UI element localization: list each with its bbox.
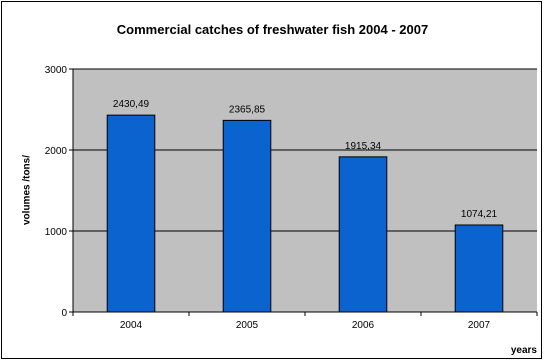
x-axis-label: years xyxy=(510,345,537,356)
x-tick-label: 2004 xyxy=(120,320,143,331)
plot-area: 0 1000 2000 3000 2430,49 2004 2365,85 2005 1915,… xyxy=(45,65,538,331)
bar xyxy=(454,224,504,313)
bar-value-label: 1074,21 xyxy=(461,209,498,220)
y-tick-label: 1000 xyxy=(45,227,68,238)
y-tick-label: 3000 xyxy=(45,65,68,76)
x-tick-label: 2007 xyxy=(468,320,491,331)
bar-value-label: 2430,49 xyxy=(113,99,150,110)
bar xyxy=(106,114,156,313)
x-tick-label: 2006 xyxy=(352,320,375,331)
bar-value-label: 2365,85 xyxy=(229,104,266,115)
y-tick-label: 2000 xyxy=(45,146,68,157)
bar-value-label: 1915,34 xyxy=(345,141,382,152)
y-tick-label: 0 xyxy=(61,308,67,319)
y-axis-label: volumes /tons/ xyxy=(21,154,33,226)
chart-title: Commercial catches of freshwater fish 20… xyxy=(116,22,429,37)
bar xyxy=(222,119,272,313)
bar xyxy=(338,156,388,313)
x-tick-label: 2005 xyxy=(236,320,259,331)
